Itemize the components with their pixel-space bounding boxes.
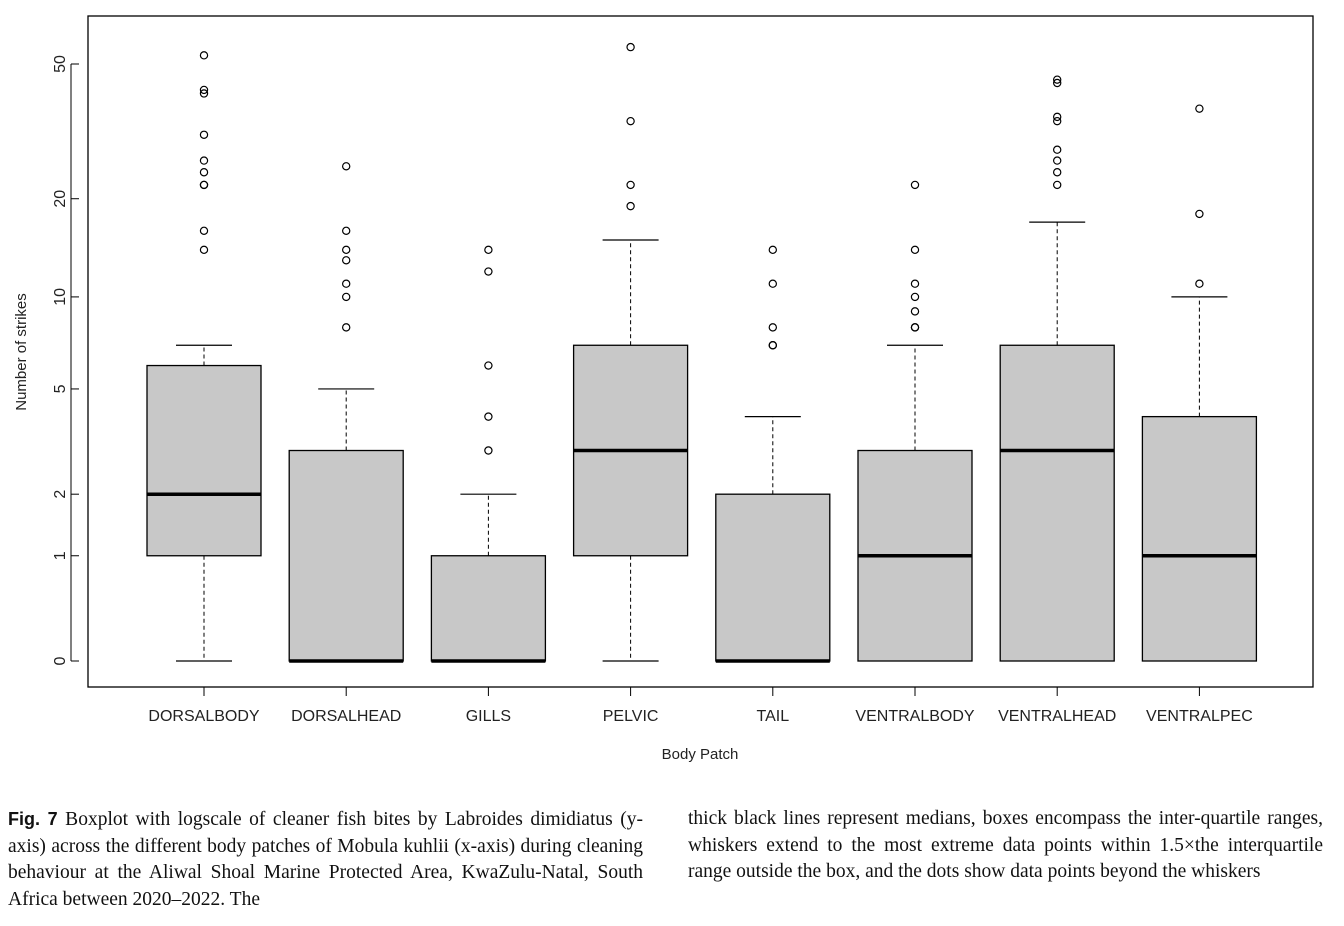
iqr-box bbox=[1141, 415, 1258, 662]
x-tick-label: GILLS bbox=[466, 708, 511, 725]
figure-caption-left: Fig. 7 Boxplot with logscale of cleaner … bbox=[8, 806, 643, 913]
outlier-point bbox=[199, 168, 209, 177]
outlier-point bbox=[484, 267, 493, 276]
box-ventralpec bbox=[1141, 104, 1258, 662]
outlier-point bbox=[626, 42, 635, 52]
outlier-point bbox=[199, 156, 209, 165]
outlier-point bbox=[1052, 78, 1062, 88]
y-tick-label: 0 bbox=[52, 656, 69, 665]
iqr-box bbox=[999, 344, 1115, 662]
outlier-point bbox=[1052, 116, 1062, 126]
x-tick-label: PELVIC bbox=[603, 708, 659, 725]
box-ventralhead bbox=[999, 75, 1115, 662]
y-tick-label: 10 bbox=[52, 288, 69, 306]
box-tail bbox=[715, 245, 831, 663]
outlier-point bbox=[342, 256, 351, 265]
box-gills bbox=[430, 245, 547, 663]
outlier-point bbox=[910, 307, 920, 316]
outlier-point bbox=[768, 279, 778, 288]
outlier-point bbox=[1052, 156, 1062, 165]
y-axis: 0 1 2 5 10 20 50 bbox=[52, 55, 79, 665]
figure-caption-right: thick black lines represent medians, box… bbox=[688, 806, 1323, 886]
x-tick-label: DORSALBODY bbox=[148, 708, 259, 725]
outlier-point bbox=[484, 361, 493, 370]
outlier-point bbox=[484, 245, 493, 255]
outlier-point bbox=[1195, 279, 1204, 288]
x-tick-label: VENTRALBODY bbox=[855, 708, 974, 725]
y-axis-title: Number of strikes bbox=[13, 293, 30, 411]
y-tick-label: 5 bbox=[52, 384, 69, 393]
outlier-point bbox=[199, 130, 209, 139]
outlier-point bbox=[199, 226, 209, 236]
outlier-point bbox=[626, 201, 635, 211]
iqr-box bbox=[146, 364, 262, 557]
outlier-point bbox=[910, 323, 920, 332]
outlier-point bbox=[626, 116, 635, 126]
box-ventralbody bbox=[857, 180, 973, 662]
outlier-point bbox=[768, 245, 778, 255]
outlier-point bbox=[342, 292, 351, 302]
iqr-box bbox=[715, 493, 831, 662]
outlier-point bbox=[768, 341, 778, 350]
x-axis: DORSALBODY DORSALHEAD GILLS PELVIC TAIL VENTR… bbox=[148, 686, 1253, 725]
outlier-point bbox=[342, 245, 351, 255]
y-tick-label: 20 bbox=[52, 190, 69, 208]
outlier-point bbox=[910, 180, 920, 190]
outlier-point bbox=[342, 279, 351, 288]
boxes-layer bbox=[146, 42, 1258, 663]
y-tick-label: 50 bbox=[52, 55, 69, 73]
outlier-point bbox=[1052, 180, 1062, 190]
x-tick-label: TAIL bbox=[756, 708, 789, 725]
outlier-point bbox=[910, 292, 920, 302]
x-tick-label: VENTRALPEC bbox=[1146, 708, 1253, 725]
outlier-point bbox=[199, 85, 209, 95]
outlier-point bbox=[626, 180, 635, 190]
outlier-point bbox=[342, 226, 351, 236]
outlier-point bbox=[484, 412, 493, 421]
outlier-point bbox=[1195, 209, 1204, 219]
outlier-point bbox=[1052, 75, 1062, 84]
iqr-box bbox=[288, 449, 404, 662]
figure-label: Fig. 7 bbox=[8, 809, 58, 829]
outlier-point bbox=[199, 180, 209, 190]
outlier-point bbox=[910, 245, 920, 255]
outlier-point bbox=[1052, 168, 1062, 177]
boxplot-chart: 0 1 2 5 10 20 50 DORSALBODY DORSALHEAD GILLS PELV… bbox=[13, 15, 1314, 763]
outlier-point bbox=[1195, 104, 1204, 113]
outlier-point bbox=[768, 323, 778, 332]
x-axis-title: Body Patch bbox=[662, 746, 739, 763]
iqr-box bbox=[430, 555, 547, 662]
box-dorsalbody bbox=[146, 51, 262, 662]
outlier-point bbox=[199, 89, 209, 98]
x-tick-label: VENTRALHEAD bbox=[998, 708, 1116, 725]
caption-text-right: thick black lines represent medians, box… bbox=[688, 808, 1323, 882]
outlier-point bbox=[484, 446, 493, 455]
y-tick-label: 2 bbox=[52, 490, 69, 499]
box-dorsalhead bbox=[288, 162, 404, 663]
outlier-point bbox=[199, 245, 209, 255]
outlier-point bbox=[342, 323, 351, 332]
outlier-point bbox=[1052, 145, 1062, 154]
plot-frame bbox=[87, 15, 1314, 688]
outlier-point bbox=[199, 51, 209, 60]
box-pelvic bbox=[572, 42, 689, 662]
outlier-point bbox=[910, 279, 920, 288]
x-tick-label: DORSALHEAD bbox=[291, 708, 401, 725]
outlier-point bbox=[342, 162, 351, 171]
outlier-point bbox=[1052, 112, 1062, 122]
caption-text-left: Boxplot with logscale of cleaner fish bi… bbox=[8, 809, 643, 910]
y-tick-label: 1 bbox=[52, 551, 69, 560]
